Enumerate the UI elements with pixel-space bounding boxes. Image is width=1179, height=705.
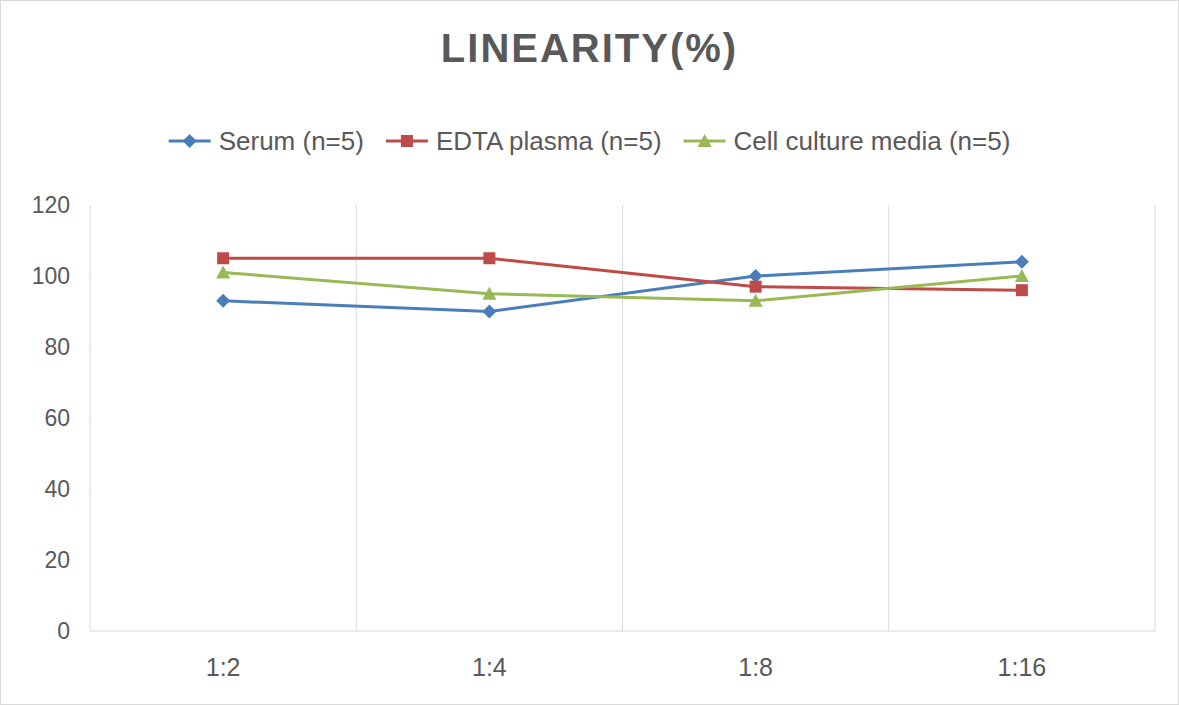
- point: [1015, 269, 1029, 282]
- point: [1015, 255, 1029, 269]
- title: LINEARITY(%): [441, 26, 738, 70]
- y-tick: [86, 418, 90, 419]
- category-separator: [622, 205, 623, 631]
- point: [749, 294, 763, 307]
- x-tick-label: 1:2: [206, 653, 241, 681]
- point: [482, 287, 496, 300]
- y-tick: [86, 347, 90, 348]
- x-axis: [90, 631, 1155, 632]
- x-tick-label: 1:16: [998, 653, 1047, 681]
- series-line: [223, 272, 1022, 300]
- y-tick-label: 40: [44, 476, 70, 502]
- category-separator: [356, 205, 357, 631]
- legend-label: Serum (n=5): [219, 126, 364, 156]
- legend-marker: [183, 134, 197, 148]
- y-tick: [86, 205, 90, 206]
- x-tick-label: 1:8: [738, 653, 773, 681]
- legend-marker: [401, 135, 413, 147]
- legend-label: EDTA plasma (n=5): [436, 126, 662, 156]
- chart: LINEARITY(%) 0 20 40 60 80 100 120 1:2 1:4 1:8 1:16…: [0, 0, 1179, 705]
- point: [216, 265, 230, 278]
- point: [750, 281, 762, 293]
- legend: Serum (n=5) EDTA plasma (n=5) Cell culture…: [169, 126, 1011, 156]
- point: [482, 305, 496, 319]
- point: [483, 252, 495, 264]
- y-tick: [86, 560, 90, 561]
- y-tick-label: 0: [57, 618, 70, 644]
- y-tick: [86, 489, 90, 490]
- y-tick-label: 120: [32, 192, 70, 218]
- series-line: [223, 258, 1022, 290]
- y-tick: [86, 631, 90, 632]
- legend-marker: [698, 134, 712, 147]
- background: [1, 1, 1179, 705]
- category-separator: [1155, 205, 1156, 631]
- y-tick-label: 60: [44, 405, 70, 431]
- series-line: [223, 262, 1022, 312]
- point: [1016, 284, 1028, 296]
- plot-area: [216, 252, 1029, 318]
- legend-label: Cell culture media (n=5): [734, 126, 1011, 156]
- y-tick-label: 100: [32, 263, 70, 289]
- y-tick-label: 20: [44, 547, 70, 573]
- point: [217, 252, 229, 264]
- y-tick-label: 80: [44, 334, 70, 360]
- point: [216, 294, 230, 308]
- x-tick-label: 1:4: [472, 653, 507, 681]
- y-tick: [86, 276, 90, 277]
